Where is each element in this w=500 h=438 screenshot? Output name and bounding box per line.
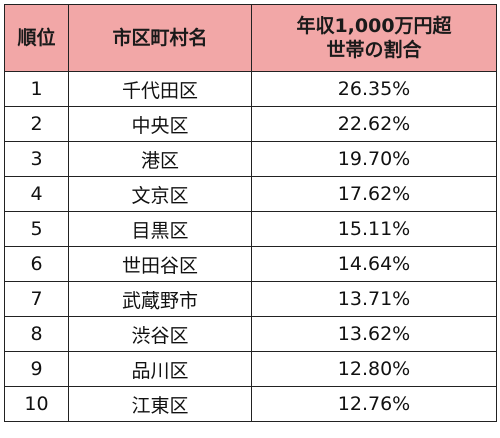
municipality-cell: 江東区 <box>68 386 252 422</box>
municipality-cell: 品川区 <box>68 351 252 387</box>
table-row: 9 品川区 12.80% <box>4 351 497 387</box>
municipality-cell: 目黒区 <box>68 211 252 247</box>
income-share-cell: 12.76% <box>251 386 497 422</box>
table-row: 10 江東区 12.76% <box>4 386 497 422</box>
rank-cell: 6 <box>4 246 69 282</box>
ranking-table: 順位 市区町村名 年収1,000万円超 世帯の割合 1 千代田区 26.35% 2 中央… <box>4 4 497 422</box>
header-municipality: 市区町村名 <box>68 4 252 72</box>
income-share-cell: 26.35% <box>251 71 497 107</box>
header-income-share: 年収1,000万円超 世帯の割合 <box>251 4 497 72</box>
municipality-cell: 中央区 <box>68 106 252 142</box>
header-row: 順位 市区町村名 年収1,000万円超 世帯の割合 <box>4 4 497 72</box>
table-row: 2 中央区 22.62% <box>4 106 497 142</box>
income-share-cell: 14.64% <box>251 246 497 282</box>
municipality-cell: 千代田区 <box>68 71 252 107</box>
table-row: 1 千代田区 26.35% <box>4 71 497 107</box>
municipality-cell: 文京区 <box>68 176 252 212</box>
municipality-cell: 武蔵野市 <box>68 281 252 317</box>
rank-cell: 1 <box>4 71 69 107</box>
income-share-cell: 22.62% <box>251 106 497 142</box>
rank-cell: 3 <box>4 141 69 177</box>
table-row: 7 武蔵野市 13.71% <box>4 281 497 317</box>
municipality-cell: 港区 <box>68 141 252 177</box>
municipality-cell: 渋谷区 <box>68 316 252 352</box>
income-share-cell: 15.11% <box>251 211 497 247</box>
rank-cell: 4 <box>4 176 69 212</box>
header-income-share-line2: 世帯の割合 <box>326 39 422 61</box>
rank-cell: 2 <box>4 106 69 142</box>
table-header: 順位 市区町村名 年収1,000万円超 世帯の割合 <box>4 4 497 72</box>
income-share-cell: 13.71% <box>251 281 497 317</box>
table-row: 8 渋谷区 13.62% <box>4 316 497 352</box>
income-share-cell: 13.62% <box>251 316 497 352</box>
table-row: 3 港区 19.70% <box>4 141 497 177</box>
income-share-cell: 12.80% <box>251 351 497 387</box>
rank-cell: 5 <box>4 211 69 247</box>
table-row: 6 世田谷区 14.64% <box>4 246 497 282</box>
table-body: 1 千代田区 26.35% 2 中央区 22.62% 3 港区 19.70% 4 文京区 17.62%… <box>4 71 497 422</box>
rank-cell: 10 <box>4 386 69 422</box>
rank-cell: 8 <box>4 316 69 352</box>
header-rank: 順位 <box>4 4 69 72</box>
municipality-cell: 世田谷区 <box>68 246 252 282</box>
rank-cell: 7 <box>4 281 69 317</box>
income-share-cell: 19.70% <box>251 141 497 177</box>
income-share-cell: 17.62% <box>251 176 497 212</box>
table-row: 5 目黒区 15.11% <box>4 211 497 247</box>
rank-cell: 9 <box>4 351 69 387</box>
header-income-share-line1: 年収1,000万円超 <box>296 15 452 37</box>
table-row: 4 文京区 17.62% <box>4 176 497 212</box>
